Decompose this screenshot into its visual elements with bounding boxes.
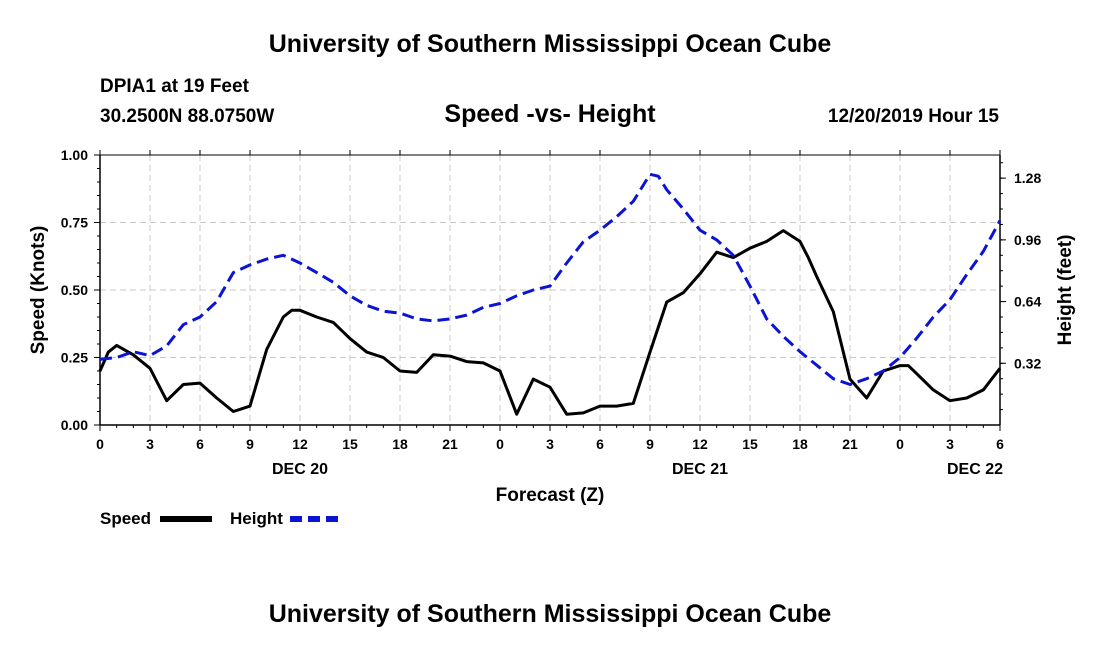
x-tick-label: 3 xyxy=(146,436,154,452)
day-label: DEC 21 xyxy=(672,461,728,478)
forecast-date-label: 12/20/2019 Hour 15 xyxy=(827,106,999,127)
legend-speed-label: Speed xyxy=(100,509,152,528)
y2-tick-label: 1.28 xyxy=(1014,170,1041,186)
x-tick-label: 0 xyxy=(496,436,504,452)
grid-lines xyxy=(100,155,1000,425)
x-tick-label: 18 xyxy=(792,436,808,452)
day-label: DEC 22 xyxy=(947,461,1003,478)
chart-title: University of Southern Mississippi Ocean… xyxy=(268,30,832,58)
x-tick-label: 21 xyxy=(442,436,458,452)
x-tick-label: 9 xyxy=(646,436,654,452)
speed-series-line xyxy=(98,229,1002,416)
y-tick-label: 0.50 xyxy=(61,282,88,298)
station-label: DPIA1 at 19 Feet xyxy=(100,76,249,97)
x-tick-label: 21 xyxy=(842,436,858,452)
day-label: DEC 20 xyxy=(272,461,328,478)
x-tick-label: 6 xyxy=(196,436,204,452)
legend-speed-swatch xyxy=(160,516,212,522)
speed-height-chart: 0 3 6 9 12 15 18 21 0 3 6 9 12 15 18 21 0 3 6 0.00 0.25 0.50 0… xyxy=(28,147,1076,506)
x-tick-label: 6 xyxy=(596,436,604,452)
chart-axes xyxy=(94,150,1006,431)
x-tick-label: 9 xyxy=(246,436,254,452)
y-tick-label: 1.00 xyxy=(61,147,88,163)
y-axis-title: Speed (Knots) xyxy=(28,226,49,355)
x-axis-title: Forecast (Z) xyxy=(496,485,605,506)
legend-height-swatch xyxy=(290,516,342,522)
axis-labels: 0 3 6 9 12 15 18 21 0 3 6 9 12 15 18 21 0 3 6 0.00 0.25 0.50 0… xyxy=(28,147,1076,506)
x-tick-label: 6 xyxy=(996,436,1004,452)
data-series xyxy=(98,172,1002,416)
x-tick-label: 12 xyxy=(692,436,708,452)
chart-subtitle: Speed -vs- Height xyxy=(444,100,656,128)
y-tick-label: 0.25 xyxy=(61,350,88,366)
y2-tick-label: 0.64 xyxy=(1014,294,1041,310)
x-tick-label: 0 xyxy=(896,436,904,452)
x-tick-label: 12 xyxy=(292,436,308,452)
x-tick-label: 3 xyxy=(546,436,554,452)
y2-tick-label: 0.96 xyxy=(1014,232,1041,248)
y-tick-label: 0.00 xyxy=(61,417,88,433)
x-tick-label: 18 xyxy=(392,436,408,452)
y-tick-label: 0.75 xyxy=(61,215,88,231)
y2-axis-title: Height (feet) xyxy=(1055,235,1076,346)
x-tick-label: 0 xyxy=(96,436,104,452)
footer-title: University of Southern Mississippi Ocean… xyxy=(268,600,832,628)
x-tick-label: 15 xyxy=(342,436,358,452)
coordinates-label: 30.2500N 88.0750W xyxy=(100,106,275,127)
height-series-line xyxy=(99,172,1002,386)
x-tick-label: 15 xyxy=(742,436,758,452)
legend-height-label: Height xyxy=(230,509,283,528)
x-tick-label: 3 xyxy=(946,436,954,452)
y2-tick-label: 0.32 xyxy=(1014,355,1041,371)
